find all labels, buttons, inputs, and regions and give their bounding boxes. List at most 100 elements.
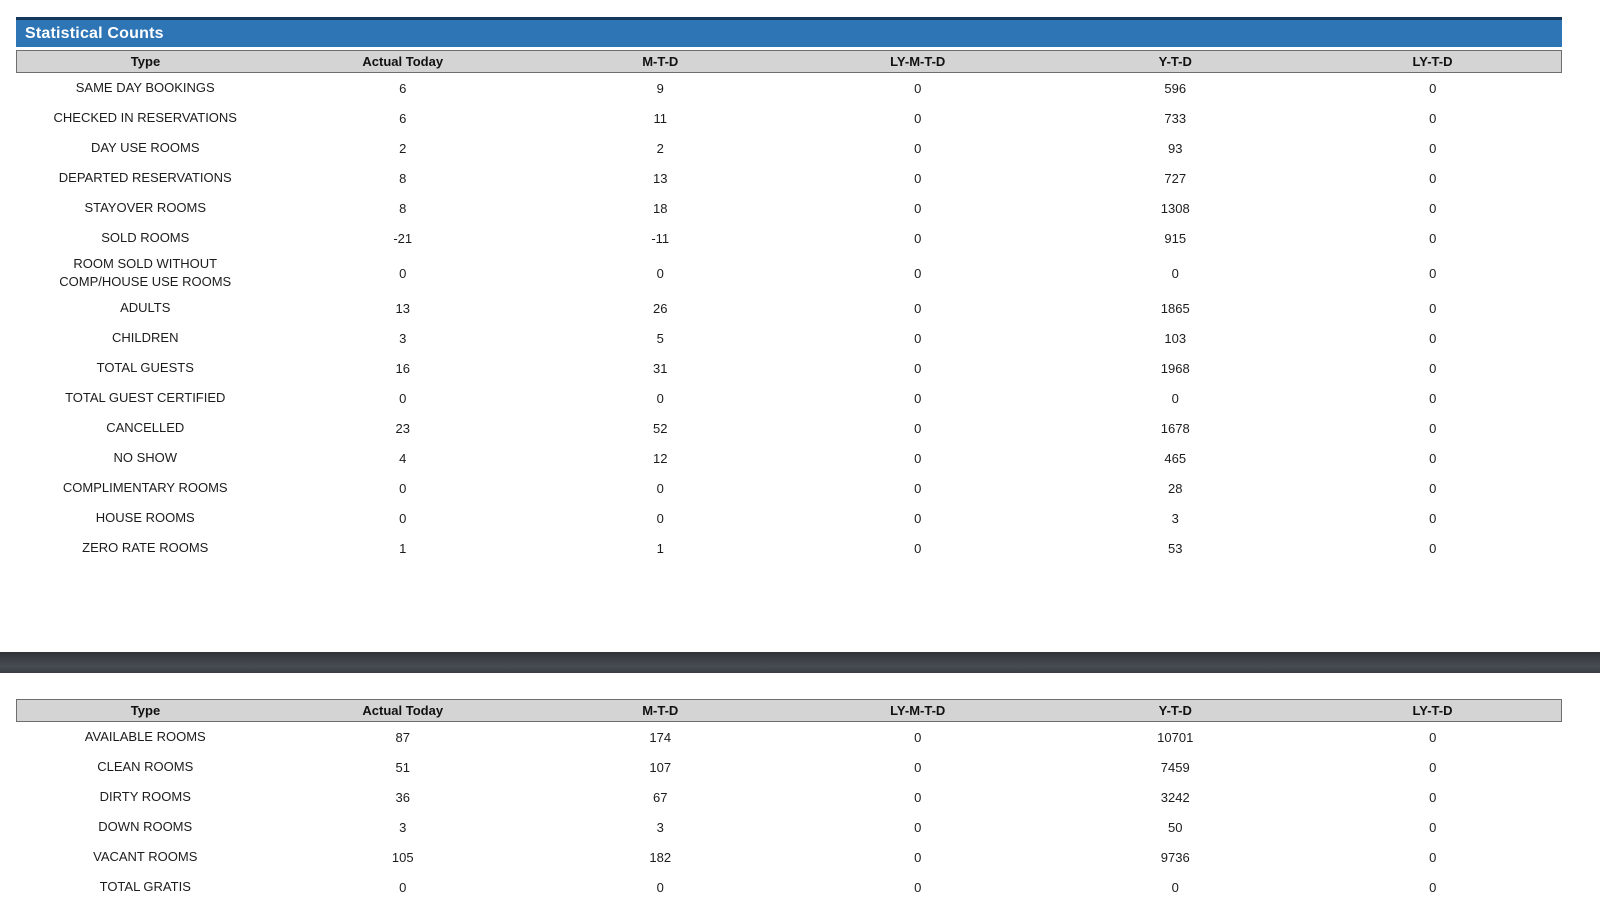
ytd-cell: 103 (1046, 323, 1304, 354)
ytd-cell: 1968 (1046, 353, 1304, 384)
mtd-cell: 12 (531, 443, 789, 474)
actual-today-cell: 4 (274, 443, 532, 474)
table-row: CHILDREN 3 5 0 103 0 (16, 323, 1562, 354)
mtd-cell: 174 (531, 721, 789, 753)
actual-today-cell: 0 (274, 253, 532, 294)
table-row: VACANT ROOMS 105 182 0 9736 0 (16, 842, 1562, 873)
column-header-mtd: M-T-D (531, 50, 789, 73)
section-title: Statistical Counts (25, 24, 164, 42)
ytd-cell: 93 (1046, 133, 1304, 163)
ly-mtd-cell: 0 (789, 103, 1047, 133)
mtd-cell: 0 (531, 253, 789, 294)
actual-today-cell: -21 (274, 223, 532, 253)
mtd-cell: 26 (531, 293, 789, 324)
mtd-cell: 0 (531, 872, 789, 902)
actual-today-cell: 6 (274, 72, 532, 103)
table-row: DAY USE ROOMS 2 2 0 93 0 (16, 133, 1562, 163)
mtd-cell: 52 (531, 413, 789, 444)
report-page: Statistical Counts Type Actual Today M-T… (0, 17, 1600, 902)
ly-td-cell: 0 (1304, 193, 1562, 223)
ytd-cell: 10701 (1046, 721, 1304, 753)
type-cell: CLEAN ROOMS (16, 752, 274, 783)
ly-mtd-cell: 0 (789, 383, 1047, 414)
actual-today-cell: 87 (274, 721, 532, 753)
column-header-ytd: Y-T-D (1046, 50, 1304, 73)
column-header-actual-today: Actual Today (274, 50, 532, 73)
ly-mtd-cell: 0 (789, 323, 1047, 354)
mtd-cell: 18 (531, 193, 789, 223)
room-counts-section: Type Actual Today M-T-D LY-M-T-D Y-T-D L… (16, 699, 1562, 902)
ly-td-cell: 0 (1304, 782, 1562, 813)
ly-mtd-cell: 0 (789, 133, 1047, 163)
ytd-cell: 7459 (1046, 752, 1304, 783)
table-row: CHECKED IN RESERVATIONS 6 11 0 733 0 (16, 103, 1562, 133)
ytd-cell: 9736 (1046, 842, 1304, 873)
room-counts-table: Type Actual Today M-T-D LY-M-T-D Y-T-D L… (16, 699, 1562, 902)
actual-today-cell: 8 (274, 193, 532, 223)
ly-mtd-cell: 0 (789, 72, 1047, 103)
type-cell: DAY USE ROOMS (16, 133, 274, 163)
ly-td-cell: 0 (1304, 872, 1562, 902)
ytd-cell: 727 (1046, 163, 1304, 193)
table-row: HOUSE ROOMS 0 0 0 3 0 (16, 503, 1562, 534)
ly-mtd-cell: 0 (789, 443, 1047, 474)
table-row: CLEAN ROOMS 51 107 0 7459 0 (16, 752, 1562, 783)
statistical-counts-section: Statistical Counts Type Actual Today M-T… (16, 17, 1562, 564)
mtd-cell: 107 (531, 752, 789, 783)
table-row: STAYOVER ROOMS 8 18 0 1308 0 (16, 193, 1562, 223)
header-row: Type Actual Today M-T-D LY-M-T-D Y-T-D L… (16, 50, 1562, 73)
mtd-cell: 3 (531, 812, 789, 843)
ytd-cell: 1865 (1046, 293, 1304, 324)
ly-mtd-cell: 0 (789, 812, 1047, 843)
ly-mtd-cell: 0 (789, 353, 1047, 384)
table-row: DOWN ROOMS 3 3 0 50 0 (16, 812, 1562, 843)
table-row: DIRTY ROOMS 36 67 0 3242 0 (16, 782, 1562, 813)
mtd-cell: 11 (531, 103, 789, 133)
ly-td-cell: 0 (1304, 253, 1562, 294)
ly-mtd-cell: 0 (789, 293, 1047, 324)
type-cell: TOTAL GUEST CERTIFIED (16, 383, 274, 414)
actual-today-cell: 16 (274, 353, 532, 384)
ly-td-cell: 0 (1304, 72, 1562, 103)
ly-td-cell: 0 (1304, 503, 1562, 534)
ytd-cell: 53 (1046, 533, 1304, 564)
actual-today-cell: 6 (274, 103, 532, 133)
table-row: SAME DAY BOOKINGS 6 9 0 596 0 (16, 72, 1562, 103)
ytd-cell: 733 (1046, 103, 1304, 133)
type-cell: STAYOVER ROOMS (16, 193, 274, 223)
actual-today-cell: 8 (274, 163, 532, 193)
mtd-cell: 5 (531, 323, 789, 354)
ly-td-cell: 0 (1304, 413, 1562, 444)
mtd-cell: 2 (531, 133, 789, 163)
ytd-cell: 3242 (1046, 782, 1304, 813)
statistical-counts-table: Type Actual Today M-T-D LY-M-T-D Y-T-D L… (16, 50, 1562, 564)
ly-mtd-cell: 0 (789, 842, 1047, 873)
type-cell: DEPARTED RESERVATIONS (16, 163, 274, 193)
column-header-mtd: M-T-D (531, 699, 789, 723)
table-row: ZERO RATE ROOMS 1 1 0 53 0 (16, 533, 1562, 564)
ly-mtd-cell: 0 (789, 752, 1047, 783)
column-header-type: Type (16, 50, 274, 73)
ly-td-cell: 0 (1304, 473, 1562, 504)
ytd-cell: 915 (1046, 223, 1304, 253)
statistical-counts-table-header: Type Actual Today M-T-D LY-M-T-D Y-T-D L… (16, 50, 1562, 73)
actual-today-cell: 1 (274, 533, 532, 564)
ly-mtd-cell: 0 (789, 782, 1047, 813)
type-cell: HOUSE ROOMS (16, 503, 274, 534)
actual-today-cell: 0 (274, 872, 532, 902)
type-cell: ROOM SOLD WITHOUT COMP/HOUSE USE ROOMS (16, 253, 274, 294)
statistical-counts-table-body: SAME DAY BOOKINGS 6 9 0 596 0 CHECKED IN… (16, 72, 1562, 564)
horizontal-scrollbar[interactable] (0, 652, 1600, 674)
ly-mtd-cell: 0 (789, 473, 1047, 504)
header-row: Type Actual Today M-T-D LY-M-T-D Y-T-D L… (16, 699, 1562, 723)
ytd-cell: 596 (1046, 72, 1304, 103)
column-header-type: Type (16, 699, 274, 723)
table-row: AVAILABLE ROOMS 87 174 0 10701 0 (16, 721, 1562, 753)
actual-today-cell: 13 (274, 293, 532, 324)
type-cell: CANCELLED (16, 413, 274, 444)
actual-today-cell: 36 (274, 782, 532, 813)
ly-td-cell: 0 (1304, 293, 1562, 324)
ytd-cell: 1308 (1046, 193, 1304, 223)
ly-mtd-cell: 0 (789, 533, 1047, 564)
mtd-cell: 67 (531, 782, 789, 813)
